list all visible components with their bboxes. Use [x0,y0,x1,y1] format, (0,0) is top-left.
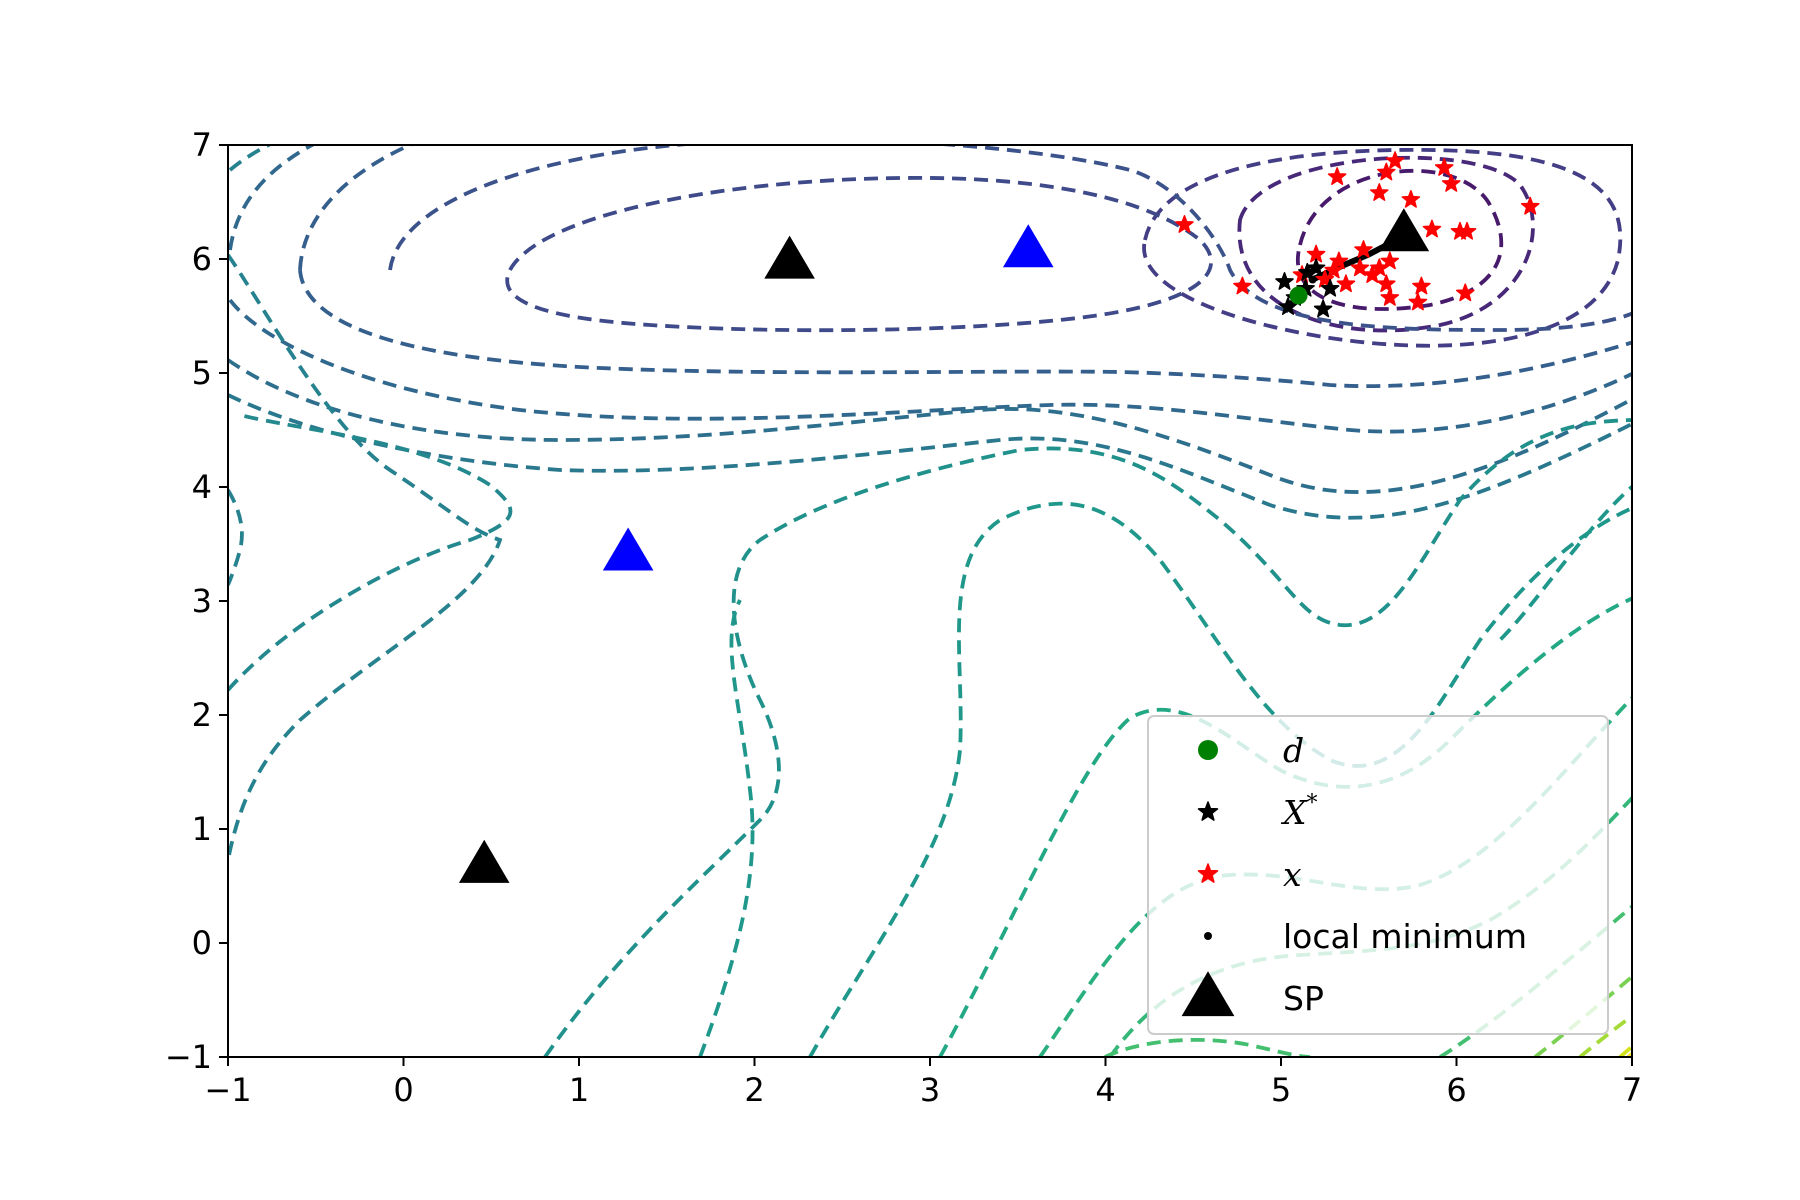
y-tick-label: −1 [165,1038,212,1076]
x-point [1350,258,1370,277]
x-point [1380,251,1400,270]
contour-line [698,484,1632,1057]
contour-line [543,418,1632,1057]
x-tick-label: 2 [744,1071,764,1109]
xstar-point [1313,299,1333,318]
contour-line [228,145,503,861]
x-point [1408,292,1428,311]
legend-label: x [1283,855,1302,894]
legend-label: SP [1283,979,1324,1018]
xstar-point [1275,272,1294,290]
contour-line [1578,1013,1632,1057]
y-tick-label: 0 [192,924,212,962]
x-point [1315,269,1335,288]
sp-point [1378,208,1430,252]
xstar-point [1298,262,1317,281]
x-point [1434,158,1454,176]
blue-sp-point [1002,224,1054,268]
x-point [1233,276,1252,295]
x-point [1336,274,1356,293]
legend-box [1147,715,1609,1035]
d-point [1289,286,1308,305]
local-minimum-point [1308,275,1317,284]
x-tick-label: 7 [1622,1071,1642,1109]
legend-label: d [1283,731,1304,770]
x-point [1441,174,1461,192]
legend-marker [1198,740,1218,760]
x-tick-label: 4 [1095,1071,1115,1109]
contour-line [228,489,244,586]
x-tick-label: −1 [204,1071,251,1109]
y-tick-label: 5 [192,354,212,392]
x-point [1376,274,1396,293]
legend-marker [1197,863,1219,883]
sp-point [458,839,510,883]
x-point [1324,260,1343,279]
xstar-point [1306,258,1326,277]
contour-line [388,145,1632,332]
x-point [1306,244,1326,263]
x-point [1520,196,1540,215]
y-tick-label: 1 [192,810,212,848]
x-point [1329,251,1349,270]
y-tick-label: 2 [192,696,212,734]
y-tick-label: 4 [192,468,212,506]
x-point [1380,288,1400,306]
contour-line [1618,1044,1632,1057]
legend-marker [1197,801,1219,821]
x-tick-label: 3 [920,1071,940,1109]
x-tick-label: 5 [1271,1071,1291,1109]
legend-marker [1204,932,1212,940]
contour-line [1104,904,1632,1057]
y-tick-label: 6 [192,240,212,278]
y-axis-ticks: −1 0 1 2 3 4 5 6 7 [165,126,228,1076]
contour-line [298,145,1632,389]
contour-line [1142,147,1623,348]
x-point [1455,283,1475,302]
contour-line [228,393,1632,520]
x-point [1327,167,1347,185]
contour-line [228,145,1632,434]
y-tick-label: 7 [192,126,212,164]
x-point [1401,189,1421,208]
legend-label: local minimum [1283,917,1527,956]
xstar-point [1320,278,1340,297]
x-tick-label: 1 [569,1071,589,1109]
contour-line [1237,155,1535,333]
x-point [1412,276,1431,295]
x-point [1175,215,1194,233]
legend-marker [1181,971,1235,1017]
contour-line [228,358,1632,494]
x-point [1422,219,1442,238]
x-point [1457,221,1477,240]
blue-sp-point [602,527,654,571]
x-tick-label: 0 [393,1071,413,1109]
contour-line [505,176,1213,333]
x-point [1354,240,1373,258]
y-tick-label: 3 [192,582,212,620]
x-point [1376,162,1396,181]
x-axis-ticks: −1 0 1 2 3 4 5 6 7 [204,1057,1642,1109]
x-point [1385,151,1405,169]
x-point [1369,183,1389,201]
x-tick-label: 6 [1446,1071,1466,1109]
sp-point [764,235,815,279]
data-points [458,151,1540,883]
xstar-point [1278,297,1298,315]
contour-line [228,413,513,692]
contour-lines [228,145,1632,1057]
